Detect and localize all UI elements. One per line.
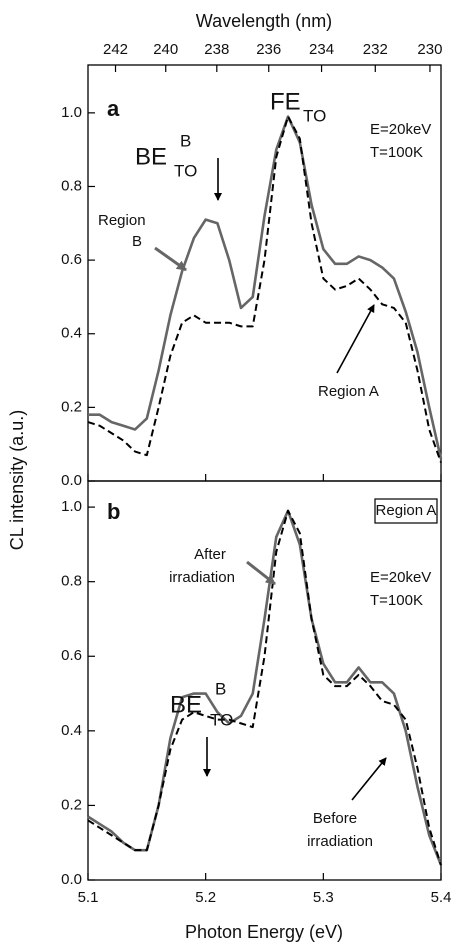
annotation: BE	[170, 691, 202, 718]
annotation-line: E=20keV	[370, 121, 431, 138]
annotation: Region A	[376, 502, 437, 519]
plot-frame	[87, 480, 442, 881]
annotation-arrow	[336, 304, 375, 374]
x2-tick-label: 242	[103, 41, 128, 58]
y-tick-label: 0.6	[61, 251, 82, 268]
x2-tick-label: 230	[417, 41, 442, 58]
x2-tick-label: 236	[256, 41, 281, 58]
x-tick-label: 5.4	[431, 889, 452, 906]
annotation-line: After	[194, 546, 226, 563]
y-axis-title: CL intensity (a.u.)	[7, 410, 27, 550]
annotation-line: B	[132, 233, 142, 250]
annotation-sup: B	[215, 679, 226, 698]
x2-axis-title: Wavelength (nm)	[196, 11, 332, 31]
x-tick-label: 5.1	[78, 889, 99, 906]
panel-label: b	[107, 499, 120, 524]
annotation: Region A	[318, 383, 379, 400]
y-tick-label: 0.8	[61, 573, 82, 590]
y-tick-label: 0.0	[61, 871, 82, 888]
y-tick-label: 0.0	[61, 472, 82, 489]
annotation-line: Before	[313, 810, 357, 827]
y-tick-label: 1.0	[61, 104, 82, 121]
annotation-line: E=20keV	[370, 569, 431, 586]
x2-tick-label: 234	[309, 41, 334, 58]
annotation-line: Region	[98, 212, 146, 229]
annotation-arrow	[246, 560, 276, 586]
annotation-line: irradiation	[169, 569, 235, 586]
y-tick-label: 0.2	[61, 398, 82, 415]
y-tick-label: 0.4	[61, 722, 82, 739]
annotation-arrow	[351, 757, 387, 801]
y-tick-label: 1.0	[61, 498, 82, 515]
x2-tick-label: 238	[204, 41, 229, 58]
x-tick-label: 5.3	[313, 889, 334, 906]
y-tick-label: 0.2	[61, 796, 82, 813]
annotation-box	[374, 498, 438, 524]
x2-tick-label: 232	[363, 41, 388, 58]
y-tick-label: 0.6	[61, 647, 82, 664]
data-line	[88, 115, 443, 460]
panel-label: a	[107, 96, 120, 121]
annotation: BE	[135, 143, 167, 170]
annotation-line: T=100K	[370, 144, 423, 161]
annotation-line: T=100K	[370, 592, 423, 609]
annotation-line: irradiation	[307, 833, 373, 850]
annotation-sub: TO	[210, 710, 233, 729]
x-tick-label: 5.2	[195, 889, 216, 906]
y-tick-label: 0.8	[61, 177, 82, 194]
annotation-arrow	[154, 246, 187, 272]
data-line	[87, 115, 442, 463]
annotation-sup: B	[180, 131, 191, 150]
annotation-sub: TO	[303, 106, 326, 125]
annotation-sub: TO	[174, 161, 197, 180]
y-tick-label: 0.4	[61, 325, 82, 342]
data-line	[87, 509, 442, 866]
x2-tick-label: 240	[153, 41, 178, 58]
annotation: FE	[270, 88, 301, 115]
data-line	[87, 509, 443, 866]
x-axis-title: Photon Energy (eV)	[185, 922, 343, 942]
